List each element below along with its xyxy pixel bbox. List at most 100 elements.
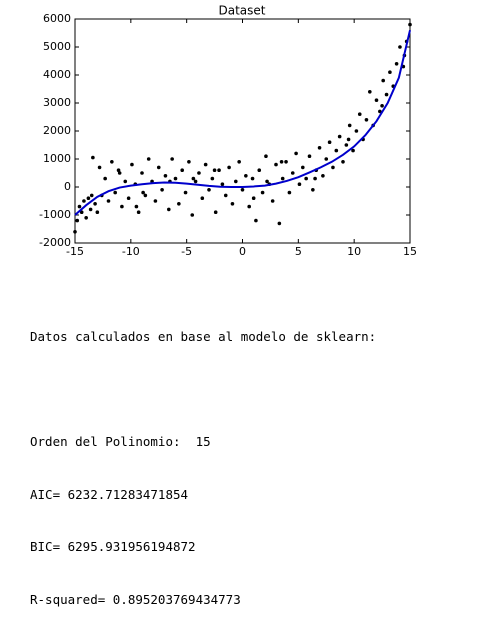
data-point xyxy=(160,188,164,192)
data-point xyxy=(244,174,248,178)
data-point xyxy=(301,165,305,170)
fit-line xyxy=(74,29,411,216)
x-tick-label: -5 xyxy=(181,245,192,258)
data-point xyxy=(331,165,335,170)
data-point xyxy=(311,188,315,192)
data-point xyxy=(284,160,288,164)
data-point xyxy=(280,176,285,181)
data-point xyxy=(89,193,94,198)
data-point xyxy=(123,179,128,184)
data-point xyxy=(388,70,392,74)
data-point xyxy=(103,176,107,181)
data-point xyxy=(82,199,86,203)
data-point xyxy=(357,112,362,116)
data-point xyxy=(374,98,379,102)
data-point xyxy=(223,193,228,198)
data-point xyxy=(183,190,188,195)
data-point xyxy=(117,171,122,175)
data-point xyxy=(294,151,298,156)
data-point xyxy=(324,157,329,161)
data-point xyxy=(247,204,251,209)
data-point xyxy=(146,157,151,161)
output-line: BIC= 6295.931956194872 xyxy=(30,539,196,554)
data-point xyxy=(79,210,84,214)
data-point xyxy=(274,162,278,167)
data-point xyxy=(265,179,269,184)
data-point xyxy=(240,188,245,192)
y-tick-label: 4000 xyxy=(43,68,71,81)
data-point xyxy=(230,202,235,206)
data-point xyxy=(368,90,372,94)
data-point xyxy=(398,45,402,49)
output-line: Datos calculados en base al modelo de sk… xyxy=(30,329,377,344)
chart: Dataset -15 -10 -5 0 5 10 15 -2000 -1000 0 1000 200… xyxy=(39,4,417,259)
data-point xyxy=(220,182,225,186)
y-tick-label: 0 xyxy=(64,180,71,193)
x-tick-label: -10 xyxy=(122,245,140,258)
data-point xyxy=(307,154,312,158)
data-point xyxy=(190,213,195,217)
data-point xyxy=(394,62,399,66)
output-line: AIC= 6232.71283471854 xyxy=(30,486,189,502)
data-point xyxy=(73,230,77,234)
data-point xyxy=(341,160,345,164)
y-tick-label: 1000 xyxy=(43,152,71,165)
data-point xyxy=(110,160,114,164)
data-point xyxy=(141,190,145,195)
data-point xyxy=(279,160,284,164)
data-point xyxy=(250,176,255,181)
data-point xyxy=(212,168,217,172)
blank-line xyxy=(30,381,376,399)
data-point xyxy=(163,174,168,178)
data-point xyxy=(287,190,292,195)
data-point xyxy=(277,221,282,226)
data-point xyxy=(106,199,111,203)
data-point xyxy=(334,148,339,153)
data-point xyxy=(297,182,302,186)
page: Dataset -15 -10 -5 0 5 10 15 -2000 -1000 0 1000 200… xyxy=(30,3,417,607)
data-point xyxy=(93,202,97,206)
data-point xyxy=(134,204,139,209)
y-tick-label: 6000 xyxy=(43,12,71,25)
data-point xyxy=(381,78,386,83)
data-point xyxy=(321,174,325,178)
data-point xyxy=(257,168,262,172)
data-point xyxy=(207,188,211,192)
y-tick-label: 5000 xyxy=(43,40,71,53)
data-point xyxy=(97,165,102,170)
data-point xyxy=(344,143,349,147)
output-line: R-squared= 0.895203769434773 xyxy=(30,591,241,607)
data-point xyxy=(378,109,382,114)
data-point xyxy=(264,154,268,158)
data-point xyxy=(337,134,342,139)
data-point xyxy=(351,148,355,153)
data-point xyxy=(113,190,117,195)
data-point xyxy=(84,216,88,220)
data-point xyxy=(153,199,158,203)
data-point xyxy=(260,190,265,195)
data-point xyxy=(327,140,332,144)
data-point xyxy=(167,207,171,212)
data-point xyxy=(95,210,100,214)
data-point xyxy=(200,196,205,200)
output-text: Datos calculados en base al modelo de sk… xyxy=(30,293,376,626)
data-point xyxy=(77,204,82,209)
data-point xyxy=(210,176,215,181)
data-point xyxy=(384,92,389,97)
chart-title: Dataset xyxy=(219,4,266,18)
data-point xyxy=(217,168,221,172)
data-point xyxy=(88,207,93,212)
data-point xyxy=(156,165,161,170)
y-tick-label: 2000 xyxy=(43,124,71,137)
data-point xyxy=(213,210,218,214)
x-tick-label: 5 xyxy=(295,245,302,258)
data-point xyxy=(193,179,198,184)
data-point xyxy=(86,196,91,200)
data-point xyxy=(187,160,191,164)
data-point xyxy=(254,218,258,223)
x-tick-label: 10 xyxy=(347,245,361,258)
data-point xyxy=(120,204,124,209)
data-point xyxy=(173,176,178,181)
data-point xyxy=(364,118,369,122)
data-point xyxy=(317,146,322,150)
